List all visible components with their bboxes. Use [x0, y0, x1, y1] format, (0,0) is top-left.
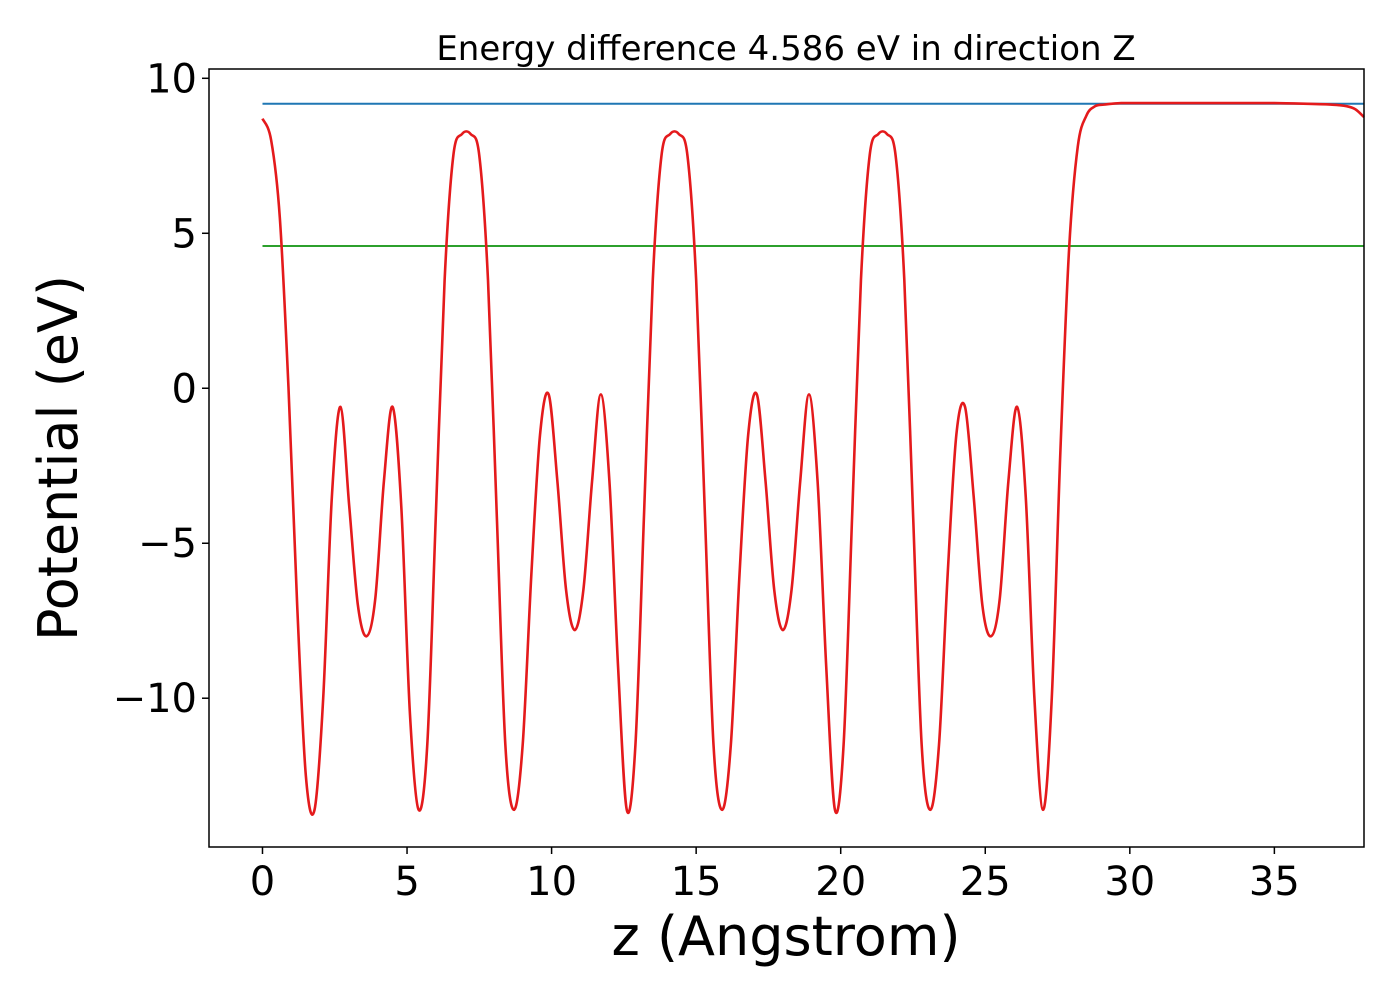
- x-tick-label: 5: [394, 859, 419, 905]
- y-tick-label: 0: [172, 366, 197, 412]
- x-tick-label: 15: [671, 859, 722, 905]
- series-layer: [261, 101, 1365, 817]
- x-tick-label: 10: [526, 859, 577, 905]
- x-tick-label: 0: [250, 859, 275, 905]
- series-line-potential: [261, 101, 1365, 817]
- y-axis-ticks: 10 5 0 −5 −10: [113, 56, 209, 722]
- y-tick-label: 5: [172, 211, 197, 257]
- x-tick-label: 35: [1249, 859, 1300, 905]
- x-tick-label: 30: [1104, 859, 1155, 905]
- y-tick-label: 10: [146, 56, 197, 102]
- y-tick-label: −10: [113, 676, 197, 722]
- x-tick-label: 25: [960, 859, 1011, 905]
- y-axis-title: Potential (eV): [27, 275, 90, 641]
- x-axis-title: z (Angstrom): [611, 905, 960, 968]
- y-tick-label: −5: [138, 521, 197, 567]
- x-tick-label: 20: [815, 859, 866, 905]
- x-axis-ticks: 0 5 10 15 20 25 30 35: [250, 847, 1300, 905]
- chart-title: Energy difference 4.586 eV in direction …: [436, 29, 1135, 69]
- plot-frame: [208, 68, 1365, 848]
